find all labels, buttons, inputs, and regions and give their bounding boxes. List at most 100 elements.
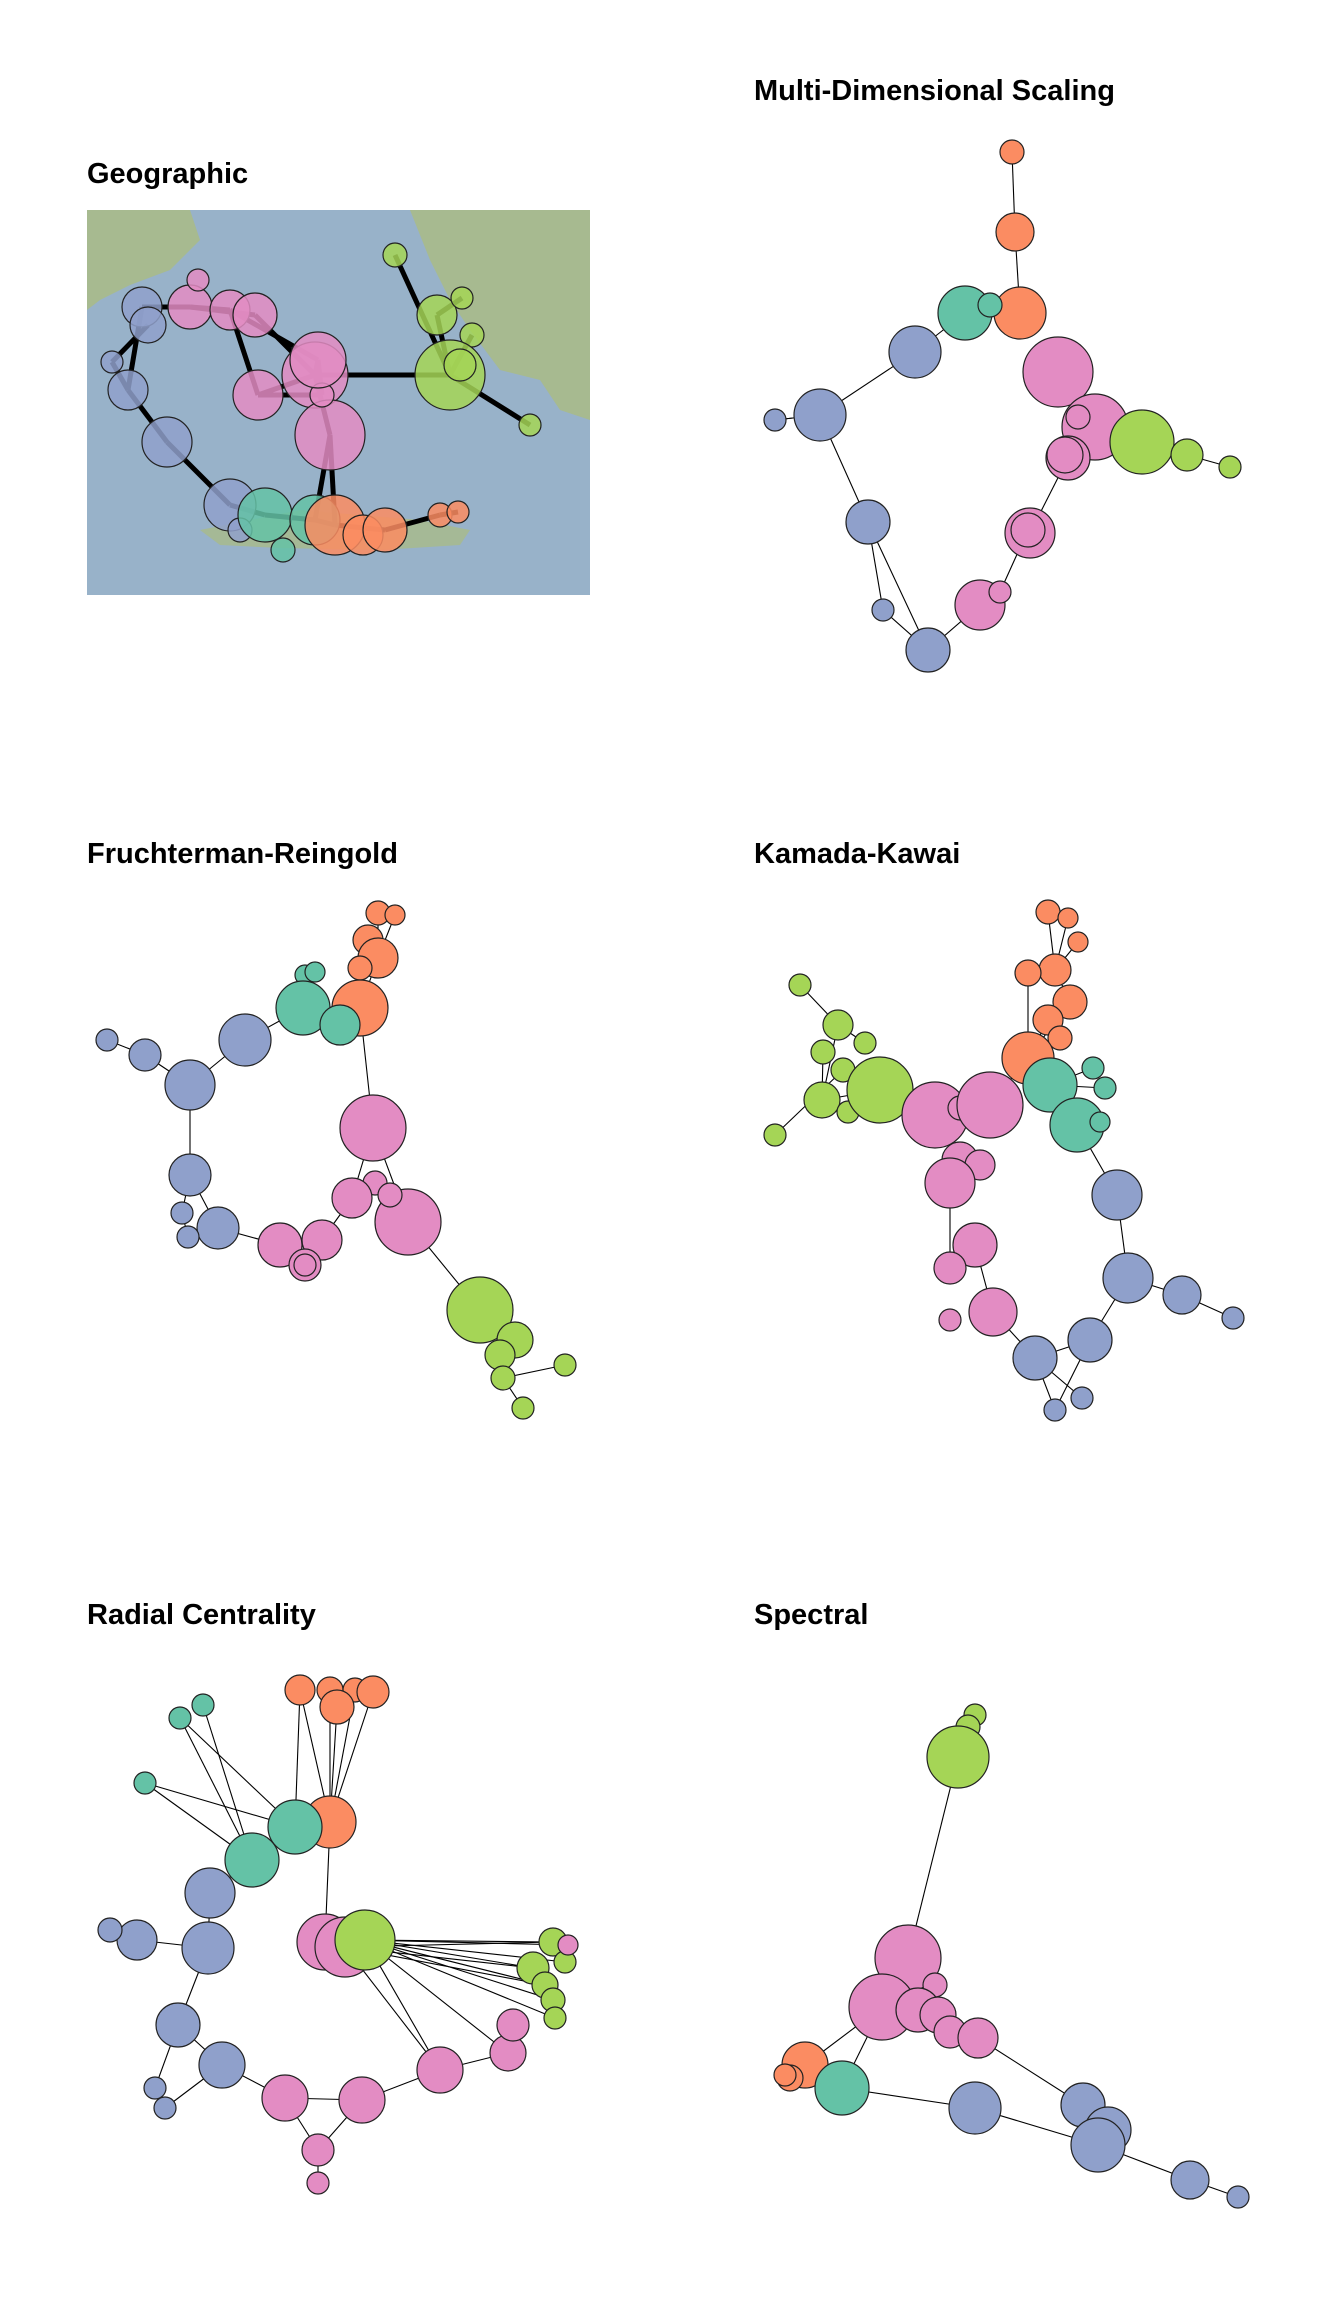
network-edge xyxy=(907,1756,959,1959)
network-node xyxy=(164,1059,216,1111)
network-node xyxy=(224,1832,280,1888)
network-node xyxy=(518,413,542,437)
network-node xyxy=(543,2006,567,2030)
network-node xyxy=(957,2017,999,2059)
network-node xyxy=(1046,436,1084,474)
panel-title-mds: Multi-Dimensional Scaling xyxy=(754,75,1115,107)
network-node xyxy=(100,350,124,374)
network-node xyxy=(1170,438,1204,472)
network-node xyxy=(143,2076,167,2100)
network-node xyxy=(1070,2117,1126,2173)
network-node xyxy=(459,322,485,348)
network-node xyxy=(999,139,1025,165)
network-node xyxy=(1012,1335,1058,1381)
network-node xyxy=(1070,1386,1094,1410)
network-node xyxy=(888,325,942,379)
network-node xyxy=(339,1094,407,1162)
network-node xyxy=(450,286,474,310)
network-node xyxy=(1038,953,1072,987)
network-node xyxy=(334,1909,396,1971)
network-node xyxy=(1109,409,1175,475)
network-node xyxy=(1162,1275,1202,1315)
network-node xyxy=(97,1917,123,1943)
network-node xyxy=(155,2002,201,2048)
network-node xyxy=(347,955,373,981)
network-edge xyxy=(364,1939,546,1986)
network-node xyxy=(198,2041,246,2089)
network-node xyxy=(128,1038,162,1072)
network-edge xyxy=(867,521,929,651)
network-node xyxy=(153,2096,177,2120)
network-node xyxy=(905,627,951,673)
network-node xyxy=(446,1276,514,1344)
network-node xyxy=(301,2133,335,2167)
network-node xyxy=(382,242,408,268)
network-node xyxy=(1065,404,1091,430)
network-node xyxy=(952,1222,998,1268)
network-node xyxy=(1047,1025,1073,1051)
network-node xyxy=(511,1396,535,1420)
network-node xyxy=(446,500,470,524)
network-node xyxy=(938,1308,962,1332)
network-node xyxy=(1218,455,1242,479)
network-node xyxy=(956,1071,1024,1139)
network-node xyxy=(933,1251,967,1285)
network-node xyxy=(1014,959,1042,987)
network-node xyxy=(557,1934,579,1956)
network-node xyxy=(773,2063,797,2087)
network-node xyxy=(1221,1306,1245,1330)
panel-title-radial: Radial Centrality xyxy=(87,1599,316,1631)
panel-title-geographic: Geographic xyxy=(87,158,249,190)
network-node xyxy=(289,331,347,389)
network-node xyxy=(257,1222,303,1268)
network-node xyxy=(331,1177,373,1219)
network-node xyxy=(319,1689,355,1725)
network-node xyxy=(416,2046,464,2094)
network-node xyxy=(443,348,477,382)
network-node xyxy=(1170,2160,1210,2200)
network-node xyxy=(845,499,891,545)
network-node xyxy=(167,284,213,330)
network-node xyxy=(1022,1057,1078,1113)
network-node xyxy=(294,399,366,471)
network-node xyxy=(793,388,847,442)
network-node xyxy=(95,1028,119,1052)
map-land xyxy=(410,210,590,420)
network-node xyxy=(191,1693,215,1717)
network-node xyxy=(871,598,895,622)
network-node xyxy=(1089,1111,1111,1133)
network-node xyxy=(763,408,787,432)
network-node xyxy=(176,1225,200,1249)
network-node xyxy=(184,1867,236,1919)
network-node xyxy=(1081,1056,1105,1080)
panel-title-kk: Kamada-Kawai xyxy=(754,838,961,870)
network-node xyxy=(232,369,284,421)
map-land xyxy=(87,210,200,310)
network-node xyxy=(338,2076,386,2124)
network-node xyxy=(484,1339,516,1371)
network-node xyxy=(116,1919,158,1961)
network-node xyxy=(284,1674,316,1706)
network-node xyxy=(926,1725,990,1789)
network-node xyxy=(293,1253,317,1277)
network-node xyxy=(304,961,326,983)
network-node xyxy=(1091,1169,1143,1221)
network-node xyxy=(553,1353,577,1377)
network-edge xyxy=(364,1939,554,2001)
network-node xyxy=(993,286,1047,340)
network-node xyxy=(377,1182,403,1208)
network-node xyxy=(853,1031,877,1055)
network-node xyxy=(384,904,406,926)
network-node xyxy=(133,1771,157,1795)
network-node xyxy=(107,369,149,411)
network-node xyxy=(129,306,167,344)
network-node xyxy=(186,268,210,292)
network-node xyxy=(168,1153,212,1197)
network-node xyxy=(261,2074,309,2122)
network-node xyxy=(490,1365,516,1391)
network-node xyxy=(416,294,458,336)
network-node xyxy=(988,580,1012,604)
network-node xyxy=(763,1123,787,1147)
network-node xyxy=(267,1799,323,1855)
